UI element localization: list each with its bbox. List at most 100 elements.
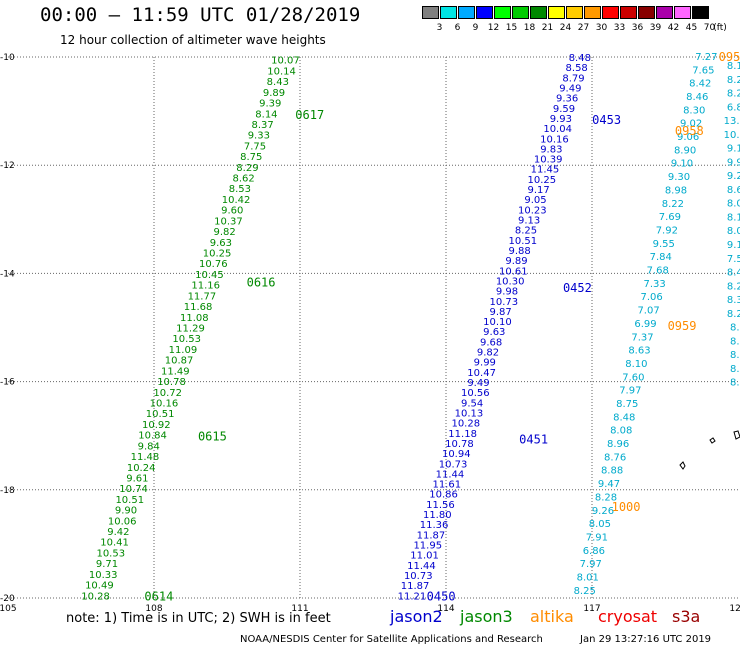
wave-height-value: 10.45 [195,270,224,281]
pass-time-label: 0958 [675,124,704,138]
wave-height-value: 10.25 [527,175,556,186]
wave-height-value: 9.49 [559,83,581,94]
wave-height-value: 11.21 [398,591,427,602]
wave-height-value: 9.30 [668,172,690,183]
wave-height-value: 7.07 [637,306,659,317]
wave-height-value: 8.08 [727,226,740,237]
color-scale-label: 6 [454,23,461,33]
wave-height-value: 9.88 [509,246,531,257]
color-scale-label: 39 [649,23,662,33]
wave-height-value: 10.13 [455,408,484,419]
pass-time-label: 0452 [563,281,592,295]
wave-height-value: 10.28 [451,419,480,430]
wave-height-value: 9.36 [556,94,578,105]
wave-height-value: 10.73 [404,571,433,582]
pass-time-label: 0451 [519,432,548,446]
wave-height-value: 8.25 [574,586,596,597]
wave-height-value: 11.95 [413,541,442,552]
wave-height-value: 9.82 [477,348,499,359]
wave-height-value: 6.99 [634,319,656,330]
color-swatch-27 [566,6,583,19]
wave-height-value: 8.30 [683,105,705,116]
wave-height-value: 9.33 [248,131,270,142]
color-scale-label: 24 [559,23,572,33]
wave-height-value: 10.74 [119,484,148,495]
wave-height-value: 8.98 [665,185,687,196]
color-swatch-36 [620,6,637,19]
wave-height-value: 9.05 [524,195,546,206]
legend-altika: altika [530,607,574,626]
wave-height-value: 7.69 [659,212,681,223]
wave-height-value: 7.97 [619,386,641,397]
footer-credit: NOAA/NESDIS Center for Satellite Applica… [240,634,543,645]
wave-height-value: 9.13 [727,240,740,251]
wave-height-value: 10.30 [496,276,525,287]
island-shapes [679,430,740,470]
wave-height-value: 7.75 [244,141,266,152]
wave-height-value: 8.48 [569,53,591,64]
wave-height-value: 7.06 [640,292,662,303]
wave-height-value: 9.14 [727,144,740,155]
wave-height-value: 8.88 [601,466,623,477]
wave-height-value: 8.18 [727,61,740,72]
wave-height-value: 8.27 [727,75,740,86]
legend-cryosat: cryosat [598,607,658,626]
color-swatch-18 [512,6,529,19]
wave-height-value: 9.83 [540,144,562,155]
wave-height-value: 9.02 [680,119,702,130]
grid [8,56,738,599]
wave-height-value: 10.33 [89,570,118,581]
wave-height-value: 10.76 [199,259,228,270]
wave-height-value: 7.33 [644,279,666,290]
wave-height-value: 11.29 [176,324,205,335]
y-tick-label: -10 [0,53,15,63]
wave-height-value: 9.89 [505,256,527,267]
wave-height-value: 11.68 [184,302,213,313]
wave-height-value: 9.42 [107,527,129,538]
wave-height-value: 9.60 [221,206,243,217]
color-swatch-39 [638,6,655,19]
pass-time-label: 0450 [427,589,456,603]
wave-height-value: 8.10 [625,359,647,370]
island-shape [679,461,686,470]
wave-height-value: 9.71 [96,559,118,570]
wave-height-value: 8.3 [730,378,740,389]
wave-height-values: 8.488.588.799.499.369.599.9310.0410.169.… [81,52,740,602]
wave-height-value: 11.16 [191,281,220,292]
chart-title: 00:00 – 11:59 UTC 01/28/2019 [40,4,361,26]
wave-height-value: 8.48 [613,412,635,423]
color-scale-unit: (ft) [713,23,727,33]
wave-height-value: 8.29 [236,163,258,174]
color-scale-label: 3 [436,23,443,33]
wave-height-value: 9.84 [138,441,160,452]
wave-height-value: 11.87 [401,581,430,592]
color-scale-label: 15 [505,23,518,33]
wave-height-value: 10.53 [96,548,125,559]
wave-height-value: 9.68 [480,337,502,348]
color-scale-label: 12 [487,23,500,33]
wave-height-value: 8.37 [251,120,273,131]
color-scale-label: 36 [631,23,644,33]
color-scale-label: 18 [523,23,536,33]
y-tick-label: -18 [0,486,15,496]
wave-height-value: 8.79 [562,73,584,84]
wave-height-value: 8.1 [730,336,740,347]
wave-height-value: 8.01 [577,573,599,584]
wave-height-value: 9.10 [671,159,693,170]
wave-height-value: 7.37 [631,332,653,343]
wave-height-value: 7.97 [580,559,602,570]
wave-height-value: 10.25 [203,249,232,260]
wave-height-value: 9.24 [727,171,740,182]
pass-time-label: 1000 [612,500,641,514]
y-tick-label: -12 [0,161,15,171]
wave-height-value: 10.84 [138,431,167,442]
y-tick-label: -20 [0,594,15,604]
wave-height-value: 10.78 [157,377,186,388]
color-scale-label: 45 [685,23,698,33]
y-tick-label: -14 [0,269,15,279]
wave-height-value: 10.49 [85,581,114,592]
wave-height-value: 10.16 [150,398,179,409]
color-swatch-12 [476,6,493,19]
color-swatch-6 [440,6,457,19]
wave-height-value: 7.68 [647,266,669,277]
